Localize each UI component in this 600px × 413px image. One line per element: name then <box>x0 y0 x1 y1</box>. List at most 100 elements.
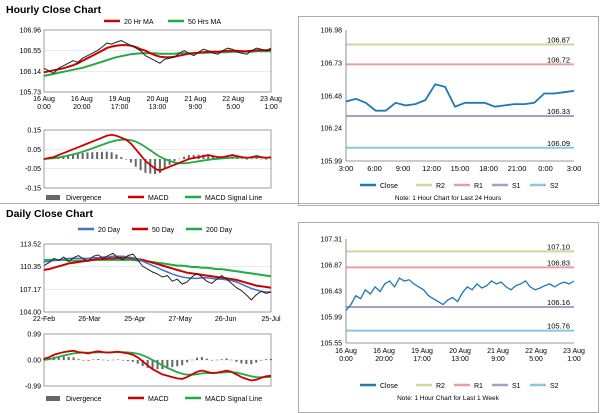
daily-section-title: Daily Close Chart <box>6 208 93 220</box>
divergence-bar <box>245 360 248 364</box>
x-tick-label: 19 Aug 17:00 <box>411 348 433 363</box>
legend-label: Close <box>380 183 398 190</box>
y-tick-label: -0.15 <box>25 186 41 193</box>
x-tick-label: 25-Apr <box>124 316 146 323</box>
hourly-macd-chart: 0.15 0.05 -0.05 -0.15 Divergence MACD MACD Sig… <box>25 128 272 202</box>
legend-label: R2 <box>436 383 445 390</box>
y-tick-label: 105.55 <box>321 341 343 348</box>
x-tick-label: 20 Aug 13:00 <box>147 96 169 111</box>
ma-50d-line <box>43 256 272 289</box>
divergence-bar <box>97 358 100 360</box>
divergence-bar <box>100 151 103 159</box>
divergence-bar <box>245 159 248 160</box>
divergence-bar <box>168 159 171 165</box>
divergence-bar <box>255 360 258 363</box>
y-tick-label: 106.87 <box>321 263 343 270</box>
divergence-bar <box>166 360 169 368</box>
y-tick-label: 106.73 <box>321 61 343 68</box>
x-tick-label: 9:00 <box>396 164 411 173</box>
x-tick-label: 3:00 <box>567 164 582 173</box>
level-label: 107.10 <box>547 242 570 251</box>
y-tick-label: 113.52 <box>20 242 41 249</box>
price-line <box>43 40 272 74</box>
legend-label: 50 Day <box>152 227 175 234</box>
divergence-bar <box>121 360 124 361</box>
divergence-bar <box>265 159 268 160</box>
legend-label: R2 <box>436 183 445 190</box>
x-tick-label: 20 Aug 13:00 <box>449 348 471 363</box>
level-label: 106.72 <box>547 55 570 64</box>
y-tick-label: 0.05 <box>27 147 41 154</box>
divergence-bar <box>212 155 215 159</box>
divergence-bar <box>163 159 166 169</box>
divergence-bar <box>186 360 189 363</box>
x-tick-label: 15:00 <box>451 164 470 173</box>
divergence-bar <box>260 158 263 160</box>
legend-label: MACD Signal Line <box>205 195 262 202</box>
legend-label: S1 <box>512 383 521 390</box>
divergence-bar <box>117 359 120 360</box>
legend-label: 20 Day <box>98 227 121 234</box>
section-divider <box>0 203 600 204</box>
legend-label: 50 Hrs MA <box>188 19 221 26</box>
y-tick-label: 0.15 <box>27 128 41 135</box>
x-tick-label: 22 Aug 5:00 <box>525 348 547 363</box>
ma-20hr-line <box>43 44 272 74</box>
divergence-bar <box>136 360 139 364</box>
legend-label: R1 <box>474 383 483 390</box>
x-tick-label: 16 Aug 0:00 <box>335 348 357 363</box>
legend-label: Divergence <box>66 396 102 403</box>
divergence-bar <box>270 358 272 360</box>
plot-frame <box>43 243 272 313</box>
legend-swatch <box>46 396 60 401</box>
legend-label: S1 <box>512 183 521 190</box>
divergence-bar <box>178 158 181 160</box>
divergence-bar <box>183 156 186 159</box>
divergence-bar <box>240 360 243 364</box>
divergence-bar <box>86 152 89 159</box>
divergence-bar <box>171 360 174 368</box>
x-tick-label: 21 Aug 9:00 <box>184 96 206 111</box>
divergence-bar <box>107 360 110 361</box>
level-label: 106.87 <box>547 36 570 45</box>
daily-macd-chart: 0.99 0.00 -0.99 Divergence MACD MACD Signal L… <box>25 332 272 403</box>
divergence-bar <box>92 359 95 360</box>
x-tick-label: 18:00 <box>479 164 498 173</box>
x-tick-label: 22 Aug 5:00 <box>222 96 244 111</box>
divergence-bar <box>115 154 118 159</box>
divergence-bar <box>146 360 149 368</box>
divergence-bar <box>81 152 84 159</box>
divergence-bar <box>205 358 208 360</box>
divergence-bar <box>158 159 161 173</box>
divergence-bar <box>215 359 218 361</box>
y-tick-label: 110.35 <box>20 264 41 271</box>
price-line <box>43 252 272 301</box>
divergence-bar <box>134 159 137 167</box>
divergence-bar <box>187 155 190 159</box>
y-tick-label: 105.99 <box>321 315 343 322</box>
divergence-bar <box>220 359 223 360</box>
divergence-bar <box>139 159 142 171</box>
divergence-bar <box>43 159 45 160</box>
y-tick-label: -0.99 <box>25 384 41 391</box>
daily-price-chart: 20 Day 50 Day 200 Day 113.52 110.35 107.17 104… <box>20 227 281 323</box>
divergence-bar <box>91 152 94 159</box>
legend-label: MACD <box>148 195 169 202</box>
macd-line <box>43 349 272 382</box>
divergence-bar <box>250 360 253 365</box>
y-tick-label: -0.05 <box>25 166 41 173</box>
x-tick-label: 27-May <box>169 316 193 323</box>
chart-note: Note: 1 Hour Chart for Last 24 Hours <box>395 195 502 202</box>
x-tick-label: 23 Aug 1:00 <box>260 96 282 111</box>
divergence-bar <box>141 360 144 367</box>
x-tick-label: 25-Jul <box>261 316 281 323</box>
divergence-bar <box>87 360 90 361</box>
x-tick-label: 26-Jun <box>215 316 237 323</box>
level-label: 106.09 <box>547 139 570 148</box>
x-tick-label: 0:00 <box>538 164 553 173</box>
divergence-bar <box>82 360 85 361</box>
divergence-bar <box>230 359 233 361</box>
y-tick-label: 0.00 <box>27 358 41 365</box>
macd-signal-line <box>43 138 271 165</box>
chart-border <box>298 16 599 206</box>
